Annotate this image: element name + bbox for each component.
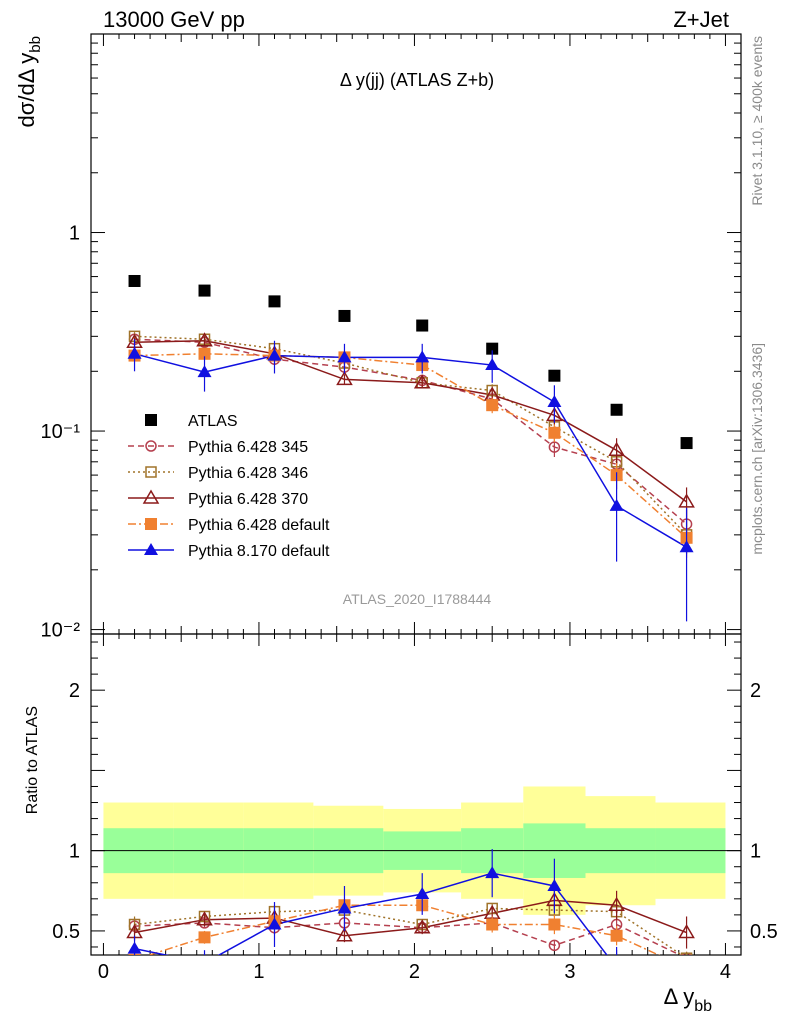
ratio-markers: [126, 849, 695, 981]
mcplots-label: mcplots.cern.ch [arXiv:1306.3436]: [749, 343, 765, 555]
data-point-pythia-8-170-default: [547, 395, 562, 408]
ratio-point-pythia-6-428-default: [128, 953, 141, 955]
ratio-y-tick-label-right: 2: [750, 680, 761, 702]
ratio-point-pythia-6-428-370: [196, 911, 213, 926]
ratio-point-pythia-6-428-345: [548, 939, 561, 952]
ratio-line-pythia-6-428-345: [134, 922, 682, 955]
data-point-atlas: [548, 369, 561, 382]
plot-frames: [90, 33, 742, 956]
ratio-point-pythia-6-428-default: [681, 962, 693, 974]
data-point-atlas: [198, 284, 211, 297]
data-point-pythia-6-428-default: [548, 426, 561, 439]
rivet-label: Rivet 3.1.10, ≥ 400k events: [749, 36, 765, 206]
ratio-point-pythia-8-170-default: [485, 866, 500, 879]
ratio-point-pythia-8-170-default: [198, 956, 212, 968]
ratio-line-pythia-6-428-346: [134, 907, 684, 955]
data-point-pythia-6-428-370: [608, 441, 625, 457]
ratio-y-tick-label-right: 1: [750, 841, 761, 863]
ratio-y-tick-label: 1: [69, 841, 80, 863]
main-y-tick-label: 10⁻²: [41, 620, 81, 642]
ratio-point-pythia-8-170-default: [415, 887, 430, 900]
legend-label-pythia-6-428-default: Pythia 6.428 default: [188, 517, 330, 534]
ratio-point-pythia-6-428-default: [548, 918, 561, 931]
main-y-tick-label: 10⁻¹: [41, 421, 81, 443]
ratio-y-axis-label: Ratio to ATLAS: [24, 706, 41, 814]
ratio-line-pythia-6-428-default: [147, 904, 661, 955]
data-point-pythia-8-170-default: [267, 348, 282, 361]
ratio-plot-frame: [90, 633, 742, 956]
ratio-point-pythia-6-428-370: [678, 924, 695, 939]
data-point-atlas: [486, 342, 499, 355]
data-point-atlas: [416, 319, 429, 332]
ratio-point-pythia-8-170-default: [547, 878, 562, 891]
data-point-atlas: [128, 274, 141, 287]
ratio-point-pythia-6-428-default: [486, 918, 499, 931]
legend-label-pythia-6-428-345: Pythia 6.428 345: [188, 439, 308, 456]
analysis-id-label: ATLAS_2020_I1788444: [343, 591, 492, 607]
legend-label-pythia-8-170-default: Pythia 8.170 default: [188, 543, 330, 560]
ratio-point-pythia-8-170-default: [267, 917, 282, 930]
legend-marker-atlas: [145, 414, 157, 426]
ratio-y-tick-label: 0.5: [52, 921, 80, 943]
x-tick-label: 0: [98, 961, 109, 983]
legend-marker-pythia-8-170-default: [144, 543, 158, 555]
header-left-label: 13000 GeV pp: [103, 7, 245, 32]
data-markers: [126, 274, 695, 981]
data-point-pythia-8-170-default: [127, 346, 142, 359]
data-point-atlas: [610, 403, 623, 416]
data-point-pythia-6-428-370: [336, 370, 353, 386]
legend: ATLAS Pythia 6.428 345 Pythia 6.428 346 Pyt…: [128, 413, 330, 560]
ratio-point-pythia-6-428-370: [336, 927, 353, 942]
legend-label-pythia-6-428-370: Pythia 6.428 370: [188, 491, 308, 508]
data-point-pythia-6-428-default: [198, 347, 211, 360]
data-point-pythia-6-428-345: [548, 441, 561, 453]
data-point-pythia-8-170-default: [337, 350, 352, 363]
x-axis-label: Δ ybb: [664, 984, 712, 1015]
data-point-pythia-6-428-370: [413, 374, 431, 389]
legend-label-atlas: ATLAS: [188, 413, 238, 430]
legend-label-pythia-6-428-346: Pythia 6.428 346: [188, 465, 308, 482]
ratio-point-pythia-8-170-default: [610, 961, 624, 973]
ratio-point-pythia-6-428-346: [680, 952, 693, 955]
ratio-point-pythia-6-428-370: [413, 919, 431, 934]
axis-ticks: 0 1 2 3 4 1 10⁻¹ 10⁻² 0.5 0.5 1 1 2 2: [41, 33, 778, 983]
main-y-axis-label: dσ/dΔ ybb: [14, 36, 44, 127]
data-point-pythia-8-170-default: [197, 365, 212, 378]
x-tick-label: 2: [409, 961, 420, 983]
data-point-pythia-6-428-default: [486, 399, 499, 412]
ratio-point-pythia-6-428-default: [198, 931, 211, 944]
x-tick-label: 1: [253, 961, 264, 983]
ratio-y-tick-label: 2: [69, 680, 80, 702]
data-point-pythia-6-428-370: [678, 493, 695, 508]
main-y-tick-label: 1: [69, 223, 80, 245]
data-point-pythia-8-170-default: [485, 358, 500, 371]
ratio-point-pythia-6-428-default: [610, 929, 623, 942]
ratio-point-pythia-8-170-default: [337, 901, 352, 914]
main-markers: [126, 274, 695, 622]
ratio-point-pythia-8-170-default: [680, 969, 694, 981]
chart-title: Δ y(jj) (ATLAS Z+b): [340, 70, 494, 90]
legend-marker-pythia-6-428-346: [145, 466, 157, 478]
legend-marker-pythia-6-428-370: [142, 489, 160, 504]
data-point-pythia-8-170-default: [609, 498, 624, 511]
data-point-pythia-6-428-370: [196, 332, 213, 347]
ratio-uncertainty-bands: [91, 786, 741, 915]
ratio-point-pythia-8-170-default: [127, 941, 142, 954]
data-point-atlas: [338, 309, 351, 322]
x-tick-label: 4: [720, 961, 731, 983]
data-point-atlas: [680, 437, 693, 450]
ratio-y-tick-label-right: 0.5: [750, 921, 778, 943]
data-point-pythia-8-170-default: [415, 350, 430, 363]
data-point-atlas: [268, 295, 281, 308]
legend-marker-pythia-6-428-default: [145, 518, 157, 530]
ratio-point-pythia-6-428-370: [608, 896, 625, 911]
legend-marker-pythia-6-428-345: [145, 440, 157, 452]
x-tick-label: 3: [564, 961, 575, 983]
header-right-label: Z+Jet: [673, 7, 729, 32]
data-point-pythia-8-170-default: [679, 540, 694, 553]
